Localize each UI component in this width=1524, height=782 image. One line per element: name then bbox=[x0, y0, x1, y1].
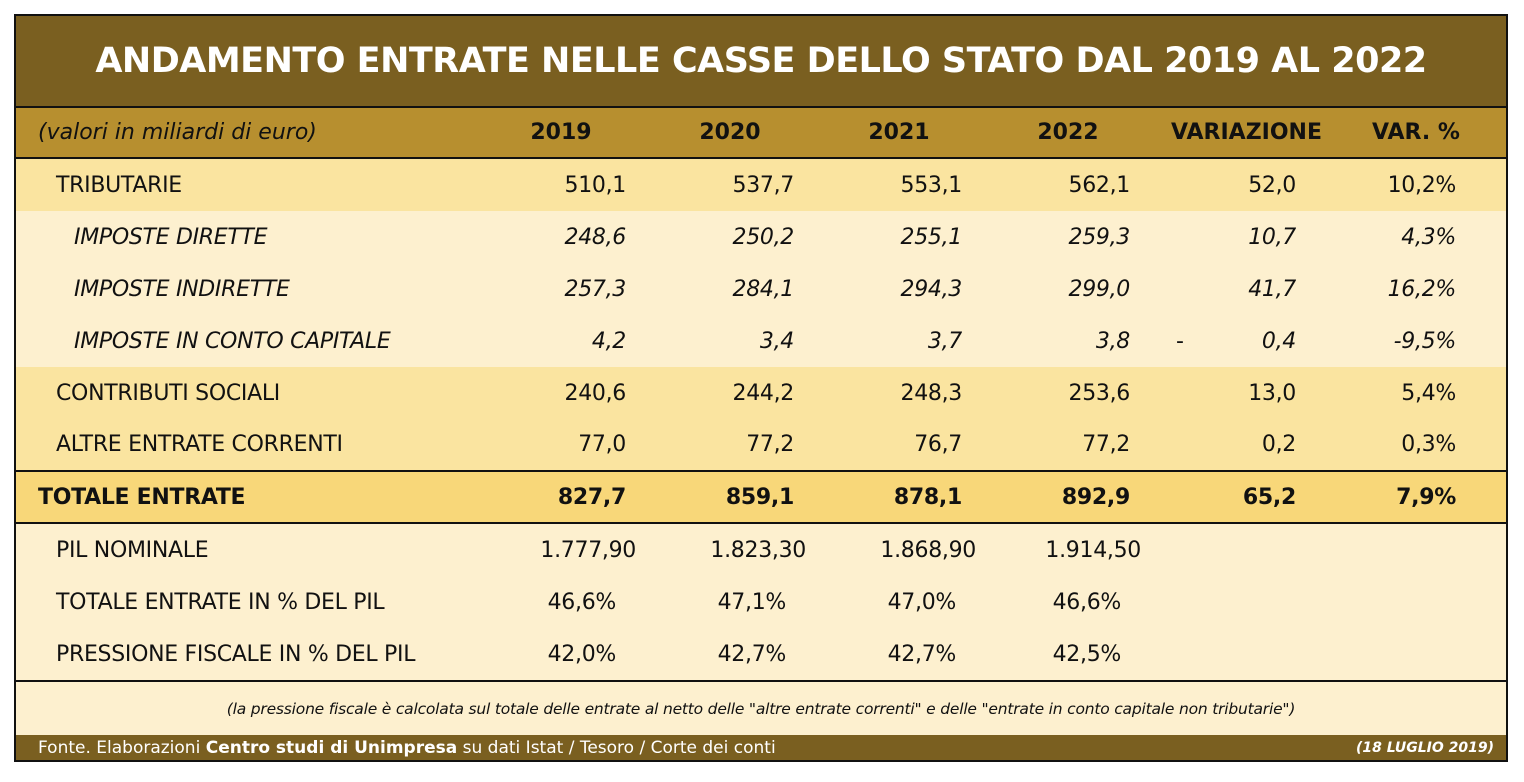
source-suffix: su dati Istat / Tesoro / Corte dei conti bbox=[457, 737, 776, 758]
value-variazione: 52,0 bbox=[1248, 172, 1296, 198]
value-2022: 77,2 bbox=[1082, 432, 1130, 457]
value-2019: 46,6% bbox=[547, 589, 617, 615]
value-variazione: 10,7 bbox=[1248, 224, 1296, 250]
value-2020: 47,1% bbox=[717, 589, 787, 615]
source-org: Centro studi di Unimpresa bbox=[205, 737, 458, 758]
table-row-contributi-sociali: CONTRIBUTI SOCIALI 240,6 244,2 248,3 253… bbox=[16, 367, 1506, 419]
value-variazione: 0,4 bbox=[1261, 328, 1296, 354]
value-var-pct: 5,4% bbox=[1401, 380, 1456, 406]
value-2021: 294,3 bbox=[900, 276, 963, 302]
row-label: ALTRE ENTRATE CORRENTI bbox=[56, 432, 343, 457]
row-label: CONTRIBUTI SOCIALI bbox=[56, 380, 280, 406]
value-2022: 562,1 bbox=[1068, 172, 1131, 198]
value-var-pct: 0,3% bbox=[1401, 432, 1456, 457]
value-2019: 77,0 bbox=[578, 432, 626, 457]
negative-sign: - bbox=[1176, 328, 1184, 354]
revenue-table: ANDAMENTO ENTRATE NELLE CASSE DELLO STAT… bbox=[14, 14, 1508, 762]
table-row-totale-entrate: TOTALE ENTRATE 827,7 859,1 878,1 892,9 6… bbox=[16, 472, 1506, 522]
value-var-pct: -9,5% bbox=[1393, 328, 1457, 354]
table-row-tributarie: TRIBUTARIE 510,1 537,7 553,1 562,1 52,0 … bbox=[16, 159, 1506, 211]
column-header-2020: 2020 bbox=[699, 120, 761, 145]
column-header-2022: 2022 bbox=[1037, 120, 1099, 145]
row-label: PRESSIONE FISCALE IN % DEL PIL bbox=[56, 641, 416, 667]
value-2020: 284,1 bbox=[732, 276, 795, 302]
value-2021: 1.868,90 bbox=[880, 537, 976, 563]
value-variazione: 0,2 bbox=[1261, 432, 1296, 457]
value-2020: 859,1 bbox=[725, 484, 794, 510]
row-label: IMPOSTE DIRETTE bbox=[74, 224, 268, 250]
value-2022: 253,6 bbox=[1068, 380, 1131, 406]
row-label: TOTALE ENTRATE IN % DEL PIL bbox=[56, 589, 385, 615]
value-var-pct: 10,2% bbox=[1387, 172, 1457, 198]
source-footer: Fonte. Elaborazioni Centro studi di Unim… bbox=[16, 735, 1506, 760]
value-2020: 250,2 bbox=[732, 224, 795, 250]
value-2019: 510,1 bbox=[564, 172, 627, 198]
column-header-2019: 2019 bbox=[530, 120, 592, 145]
divider bbox=[16, 470, 1506, 472]
value-2020: 537,7 bbox=[732, 172, 795, 198]
value-2019: 42,0% bbox=[547, 641, 617, 667]
value-2021: 553,1 bbox=[900, 172, 963, 198]
header-row: (valori in miliardi di euro) 2019 2020 2… bbox=[16, 108, 1506, 159]
value-2021: 878,1 bbox=[893, 484, 962, 510]
table-title: ANDAMENTO ENTRATE NELLE CASSE DELLO STAT… bbox=[95, 41, 1427, 81]
row-label: TRIBUTARIE bbox=[56, 172, 182, 198]
row-label: TOTALE ENTRATE bbox=[38, 484, 246, 510]
table-title-bar: ANDAMENTO ENTRATE NELLE CASSE DELLO STAT… bbox=[16, 16, 1506, 108]
row-label: PIL NOMINALE bbox=[56, 537, 209, 563]
table-row-pil-nominale: PIL NOMINALE 1.777,90 1.823,30 1.868,90 … bbox=[16, 524, 1506, 576]
value-2022: 892,9 bbox=[1061, 484, 1130, 510]
value-2019: 240,6 bbox=[564, 380, 627, 406]
divider bbox=[16, 522, 1506, 524]
table-row-entrate-pct-pil: TOTALE ENTRATE IN % DEL PIL 46,6% 47,1% … bbox=[16, 576, 1506, 628]
table-row-imposte-dirette: IMPOSTE DIRETTE 248,6 250,2 255,1 259,3 … bbox=[16, 211, 1506, 263]
value-2022: 1.914,50 bbox=[1045, 537, 1141, 563]
column-header-variazione: VARIAZIONE bbox=[1171, 120, 1322, 145]
value-2022: 46,6% bbox=[1052, 589, 1122, 615]
value-2019: 1.777,90 bbox=[540, 537, 636, 563]
value-variazione: 41,7 bbox=[1248, 276, 1296, 302]
source-prefix: Fonte. Elaborazioni bbox=[38, 737, 206, 758]
value-2020: 1.823,30 bbox=[710, 537, 806, 563]
value-2019: 827,7 bbox=[557, 484, 626, 510]
value-2021: 3,7 bbox=[927, 328, 962, 354]
table-row-pressione-fiscale: PRESSIONE FISCALE IN % DEL PIL 42,0% 42,… bbox=[16, 628, 1506, 680]
table-row-altre-entrate: ALTRE ENTRATE CORRENTI 77,0 77,2 76,7 77… bbox=[16, 419, 1506, 470]
row-label: IMPOSTE INDIRETTE bbox=[74, 276, 290, 302]
value-var-pct: 7,9% bbox=[1396, 484, 1456, 510]
value-2022: 259,3 bbox=[1068, 224, 1131, 250]
value-variazione: 13,0 bbox=[1248, 380, 1296, 406]
value-2021: 248,3 bbox=[900, 380, 963, 406]
value-2022: 3,8 bbox=[1095, 328, 1130, 354]
value-2021: 42,7% bbox=[887, 641, 957, 667]
value-variazione: 65,2 bbox=[1242, 484, 1296, 510]
publication-date: (18 LUGLIO 2019) bbox=[1355, 739, 1494, 756]
source-text: Fonte. Elaborazioni Centro studi di Unim… bbox=[38, 735, 776, 760]
footnote: (la pressione fiscale è calcolata sul to… bbox=[16, 680, 1506, 737]
row-label: IMPOSTE IN CONTO CAPITALE bbox=[74, 328, 391, 354]
unit-label: (valori in miliardi di euro) bbox=[38, 120, 317, 145]
value-2021: 47,0% bbox=[887, 589, 957, 615]
value-2020: 42,7% bbox=[717, 641, 787, 667]
value-2019: 248,6 bbox=[564, 224, 627, 250]
value-2022: 299,0 bbox=[1068, 276, 1131, 302]
value-2019: 4,2 bbox=[591, 328, 626, 354]
table-row-imposte-conto-capitale: IMPOSTE IN CONTO CAPITALE 4,2 3,4 3,7 3,… bbox=[16, 315, 1506, 367]
value-2020: 244,2 bbox=[732, 380, 795, 406]
value-2020: 3,4 bbox=[759, 328, 794, 354]
value-2020: 77,2 bbox=[746, 432, 794, 457]
value-var-pct: 16,2% bbox=[1387, 276, 1457, 302]
value-2021: 76,7 bbox=[914, 432, 962, 457]
column-header-2021: 2021 bbox=[868, 120, 930, 145]
value-var-pct: 4,3% bbox=[1401, 224, 1456, 250]
value-2022: 42,5% bbox=[1052, 641, 1122, 667]
table-row-imposte-indirette: IMPOSTE INDIRETTE 257,3 284,1 294,3 299,… bbox=[16, 263, 1506, 315]
value-2019: 257,3 bbox=[564, 276, 627, 302]
value-2021: 255,1 bbox=[900, 224, 963, 250]
column-header-var-pct: VAR. % bbox=[1372, 120, 1460, 145]
